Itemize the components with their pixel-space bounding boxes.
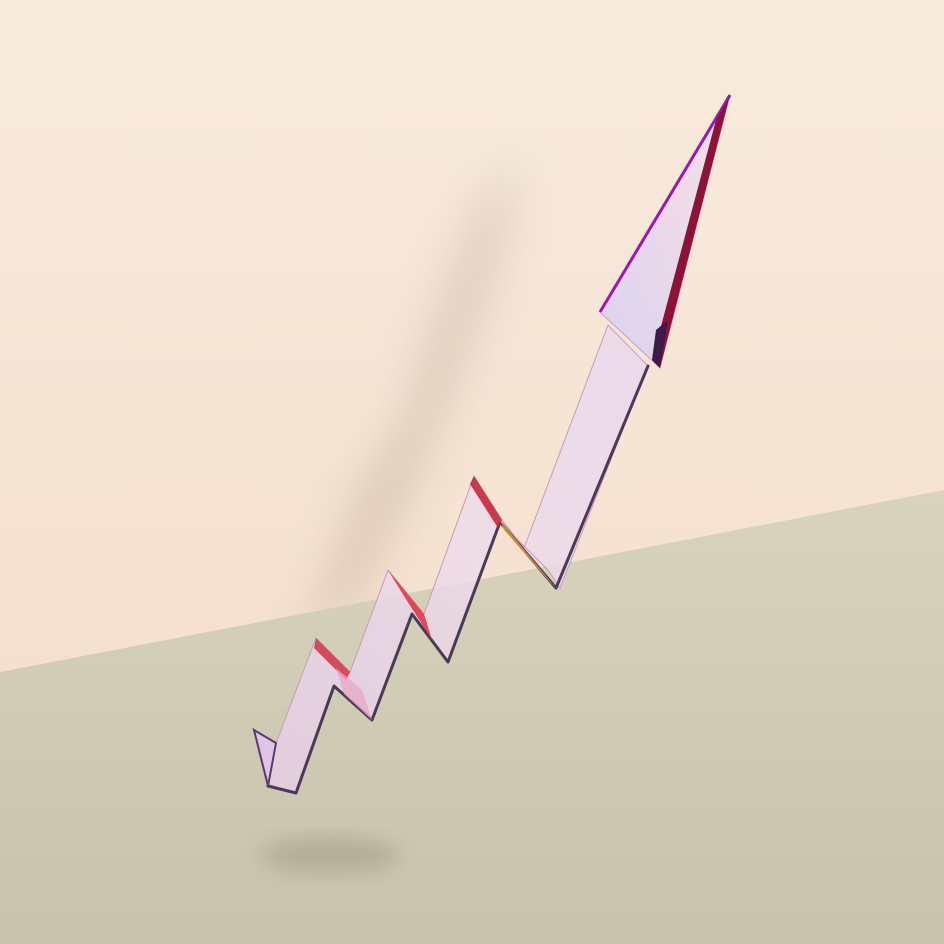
arrow-facet-red-1 <box>388 570 432 640</box>
floor <box>0 490 944 944</box>
arrow-facet-red-2 <box>470 476 502 528</box>
zigzag-arrow <box>252 94 732 795</box>
arrow-tail <box>252 727 278 787</box>
arrow-head-edge-purple <box>598 94 732 313</box>
arrow-facet-red-3 <box>314 638 350 680</box>
wall-shadow <box>300 160 520 640</box>
arrow-facet-pink <box>336 668 372 720</box>
arrow-head-facet-red <box>652 95 730 368</box>
arrow-facet-orange <box>500 520 556 588</box>
arrow-head-facet-dark <box>652 320 668 368</box>
floor-shadow <box>260 837 400 873</box>
